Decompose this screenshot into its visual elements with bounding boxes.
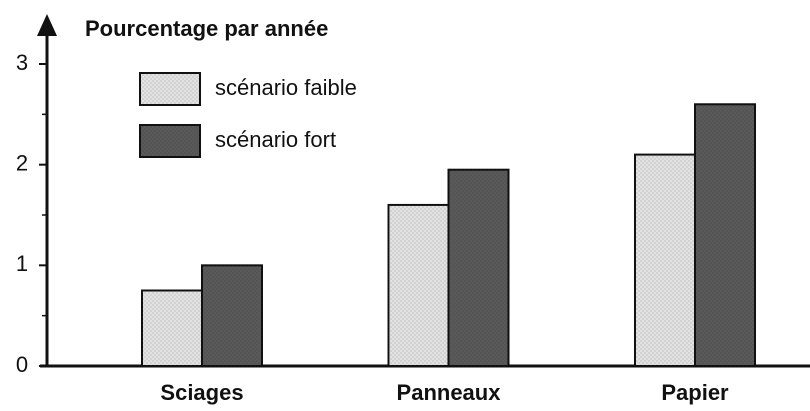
bar-texture <box>388 204 449 366</box>
y-tick-label: 1 <box>16 251 28 276</box>
bar-texture <box>635 154 695 366</box>
x-tick-label: Panneaux <box>397 380 502 405</box>
legend-label: scénario fort <box>215 127 336 152</box>
bar-texture <box>448 169 509 366</box>
y-tick-label: 3 <box>16 50 28 75</box>
legend-texture <box>140 125 200 157</box>
y-tick-label: 0 <box>16 352 28 377</box>
bar-texture <box>695 104 755 367</box>
bar-texture <box>202 265 262 366</box>
x-tick-label: Papier <box>661 380 729 405</box>
chart-title: Pourcentage par année <box>85 16 328 41</box>
x-tick-label: Sciages <box>160 380 243 405</box>
y-tick-label: 2 <box>16 150 28 175</box>
y-axis-arrow <box>37 14 57 36</box>
legend-texture <box>140 73 200 105</box>
bar-texture <box>142 290 202 366</box>
legend-label: scénario faible <box>215 75 357 100</box>
